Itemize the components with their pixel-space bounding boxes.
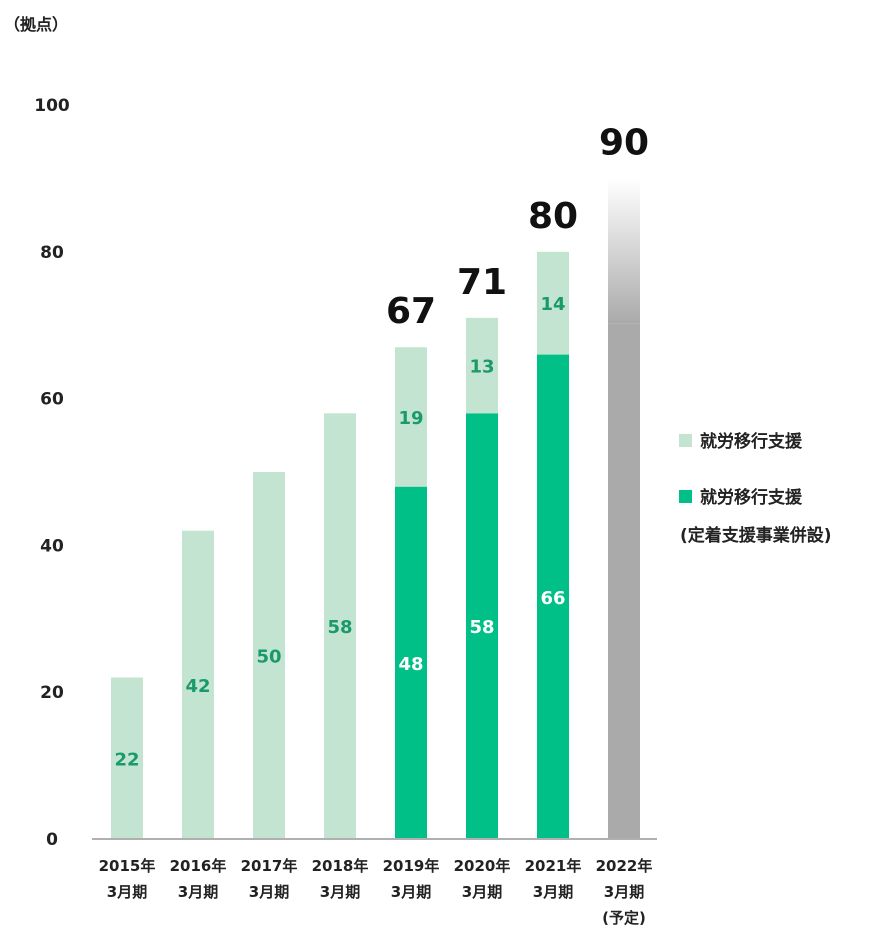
bar-value-label: 48 xyxy=(398,654,423,675)
x-tick-label: 3月期 xyxy=(249,883,289,901)
bar-value-label: 19 xyxy=(398,408,423,429)
legend-swatch xyxy=(679,434,692,447)
bar-value-label: 13 xyxy=(469,357,494,378)
legend-label: (定着支援事業併設) xyxy=(680,525,832,546)
legend-label: 就労移行支援 xyxy=(700,487,803,508)
forecast-bar-fade xyxy=(608,178,640,324)
bars: 22 42 50 58 48 19 67 58 13 71 66 14 80 90 xyxy=(111,122,649,839)
x-tick-label: 3月期 xyxy=(604,883,644,901)
x-axis-labels: 2015年 3月期 2016年 3月期 2017年 3月期 2018年 3月期 2019年 3月期… xyxy=(99,857,653,927)
bar-segment xyxy=(253,472,285,839)
x-tick-label: (予定) xyxy=(602,909,646,927)
x-tick-label: 3月期 xyxy=(107,883,147,901)
x-tick-label: 2020年 xyxy=(454,857,511,875)
bar-value-label: 58 xyxy=(327,617,352,638)
x-tick-label: 3月期 xyxy=(391,883,431,901)
bar-segment xyxy=(324,413,356,839)
bar-segment xyxy=(395,486,427,839)
y-unit-label: （拠点） xyxy=(4,15,68,34)
y-tick-label: 80 xyxy=(40,243,64,263)
legend-label: 就労移行支援 xyxy=(700,431,803,452)
bar-segment xyxy=(111,677,143,839)
bar-value-label: 50 xyxy=(256,647,281,668)
bar-value-label: 14 xyxy=(540,294,565,315)
legend-swatch xyxy=(679,490,692,503)
x-tick-label: 2019年 xyxy=(383,857,440,875)
bar-segment xyxy=(537,354,569,839)
y-tick-label: 60 xyxy=(40,390,64,410)
bar-segment xyxy=(466,317,498,414)
y-tick-label: 100 xyxy=(34,96,70,116)
x-tick-label: 3月期 xyxy=(178,883,218,901)
x-tick-label: 2022年 xyxy=(596,857,653,875)
bar-segment xyxy=(395,347,427,487)
x-tick-label: 2016年 xyxy=(170,857,227,875)
bar-segment xyxy=(182,530,214,839)
x-tick-label: 2018年 xyxy=(312,857,369,875)
x-tick-label: 3月期 xyxy=(533,883,573,901)
x-tick-label: 3月期 xyxy=(462,883,502,901)
bar-total-label: 80 xyxy=(528,196,578,237)
x-tick-label: 2017年 xyxy=(241,857,298,875)
x-tick-label: 3月期 xyxy=(320,883,360,901)
bar-total-label: 67 xyxy=(386,291,436,332)
y-tick-label: 20 xyxy=(40,683,64,703)
bar-segment xyxy=(466,413,498,839)
bar-segment xyxy=(537,251,569,355)
bar-value-label: 22 xyxy=(114,749,139,770)
bar-value-label: 42 xyxy=(185,676,210,697)
forecast-bar xyxy=(608,323,640,839)
y-tick-label: 40 xyxy=(40,536,64,556)
x-tick-label: 2015年 xyxy=(99,857,156,875)
bar-total-label: 90 xyxy=(599,122,649,163)
x-tick-label: 2021年 xyxy=(525,857,582,875)
bar-total-label: 71 xyxy=(457,262,507,303)
y-tick-label: 0 xyxy=(46,830,58,850)
y-axis-ticks: 0 20 40 60 80 100 xyxy=(34,96,70,850)
bar-value-label: 58 xyxy=(469,617,494,638)
bar-value-label: 66 xyxy=(540,588,565,609)
